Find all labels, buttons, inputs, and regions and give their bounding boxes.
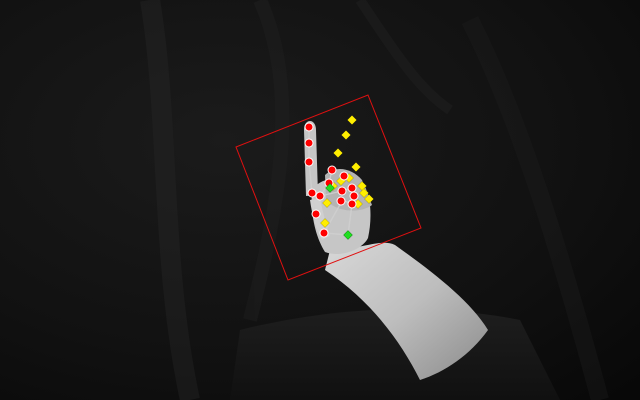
predicted-keypoint — [347, 115, 357, 125]
bounding-box — [235, 94, 422, 281]
gt-keypoint — [304, 122, 314, 132]
anchor-keypoint — [343, 230, 353, 240]
gt-keypoint — [337, 186, 347, 196]
gt-keypoint — [315, 191, 325, 201]
gt-keypoint — [339, 171, 349, 181]
anchor-keypoints — [325, 183, 353, 240]
gt-keypoint — [336, 196, 346, 206]
gt-keypoint — [327, 165, 337, 175]
predicted-keypoint — [351, 162, 361, 172]
cloth-folds — [140, 0, 609, 400]
gt-keypoint — [307, 188, 317, 198]
predicted-keypoint — [333, 148, 343, 158]
predicted-keypoint — [364, 194, 374, 204]
gt-keypoint — [319, 228, 329, 238]
gt-keypoint — [311, 209, 321, 219]
gt-keypoint — [347, 199, 357, 209]
anchor-keypoint — [325, 183, 335, 193]
gt-keypoint — [347, 183, 357, 193]
predicted-keypoint — [320, 218, 330, 228]
gt-keypoint — [349, 191, 359, 201]
predicted-keypoint — [359, 188, 369, 198]
gt-keypoint — [304, 138, 314, 148]
predicted-keypoint — [341, 130, 351, 140]
predicted-keypoint — [322, 198, 332, 208]
forearm — [325, 242, 488, 380]
gt-keypoint — [304, 157, 314, 167]
